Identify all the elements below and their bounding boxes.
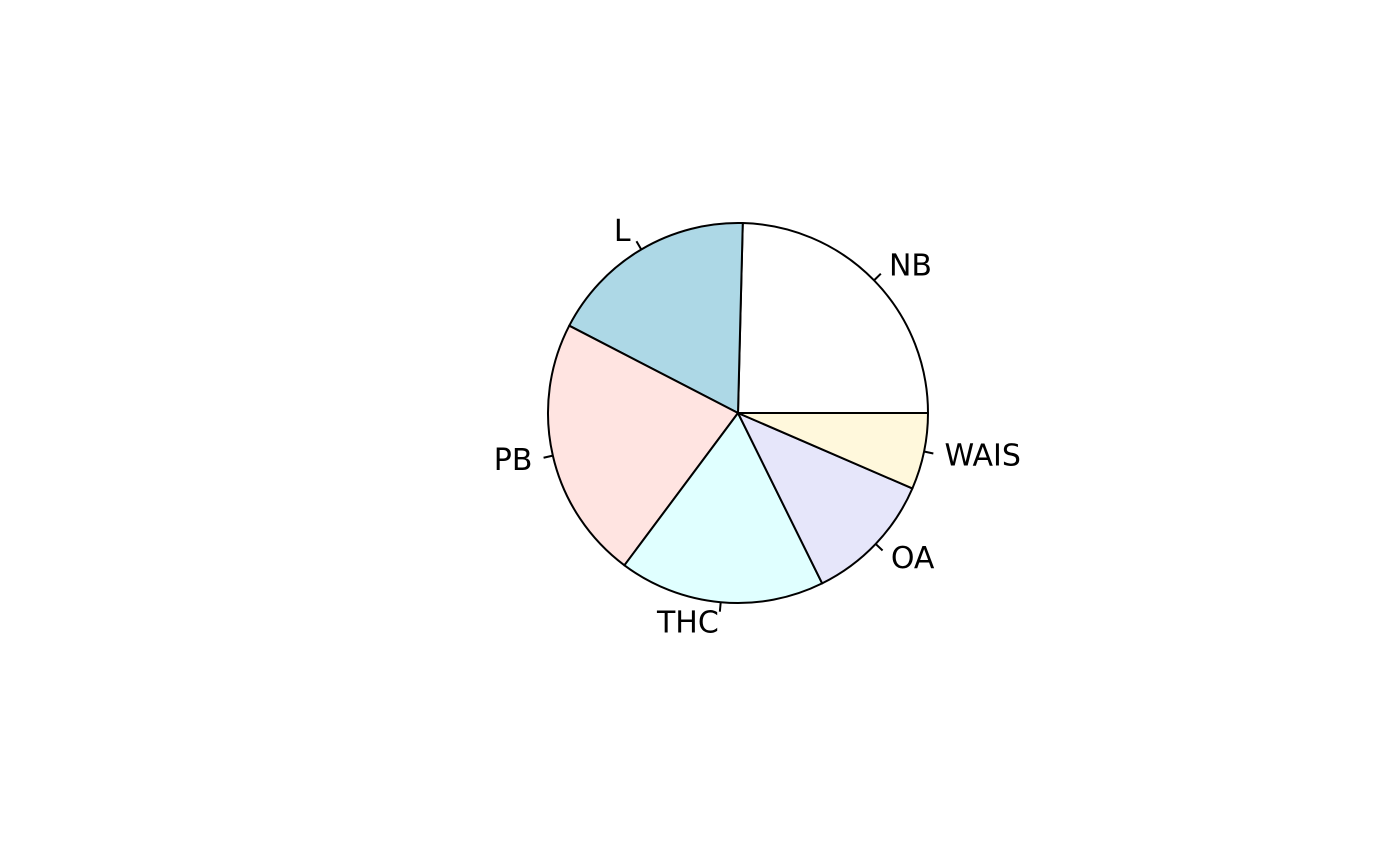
pie-tick-l [635,240,643,250]
pie-label-thc: THC [656,606,719,641]
pie-slice-wais [737,412,929,490]
pie-tick-wais [923,450,934,455]
pie-tick-thc [718,602,722,612]
pie-label-ticks [543,240,934,612]
pie-label-l: L [614,214,631,249]
pie-slice-thc [623,412,824,604]
pie-label-nb: NB [889,248,932,283]
pie-tick-nb [873,273,882,282]
pie-slice-nb [737,222,929,414]
pie-slices [547,222,929,604]
pie-slice-l [568,222,744,414]
pie-tick-pb [543,454,554,459]
pie-label-wais: WAIS [945,438,1021,473]
pie-labels: NB L PB THC OA WAIS [494,214,1021,641]
pie-label-pb: PB [494,443,533,478]
pie-tick-oa [874,543,884,552]
pie-label-oa: OA [891,541,935,576]
